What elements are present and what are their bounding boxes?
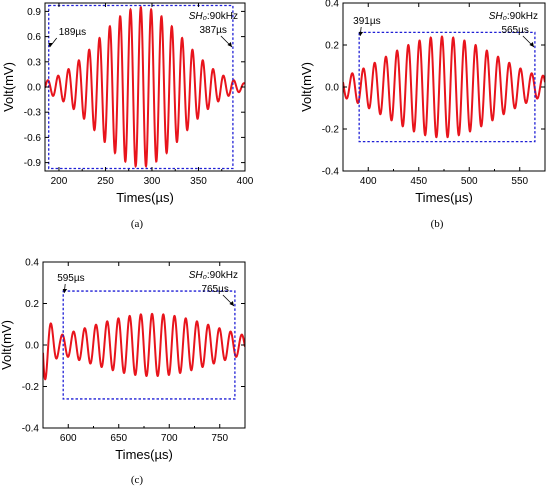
y-tick-label: -0.4 [322,167,340,178]
mode-label: SH₀:90kHz [489,11,538,22]
x-axis-label: Times(µs) [115,447,173,462]
y-tick-label: -0.3 [24,108,42,119]
chart-panel-2: 400 450 500 550 -0.4 -0.2 0.0 0.2 0.4 Times(µs) Vo… [299,0,546,230]
y-tick-label: 0.4 [25,258,39,269]
y-tick-label: -0.6 [24,133,42,144]
x-tick-label: 400 [360,176,377,187]
x-tick-label: 250 [97,176,114,187]
y-axis-label: Volt(mV) [299,62,314,112]
y-tick-label: -0.2 [322,125,340,136]
end-time-label: 565µs [501,25,528,36]
chart-panel-3: 600 650 700 750 -0.4 -0.2 0.0 0.2 0.4 Times(µs) Vo… [0,258,246,486]
x-tick-label: 650 [110,433,127,444]
start-arrow [49,37,58,48]
start-time-label: 595µs [57,273,84,284]
mode-label: SH₀:90kHz [189,11,238,22]
signal-line [43,312,245,381]
y-tick-label: 0.6 [27,32,41,43]
x-axis-label: Times(µs) [415,190,473,205]
start-arrow-head [62,289,68,293]
end-arrow-head [529,42,534,47]
y-tick-label: 0.9 [27,7,41,18]
x-tick-label: 600 [60,433,77,444]
x-tick-label: 200 [51,176,68,187]
x-tick-label: 750 [211,433,228,444]
window-box [358,31,536,143]
x-tick-label: 300 [144,176,161,187]
y-tick-label: 0.4 [325,0,339,10]
y-tick-label: 0.2 [325,41,339,52]
x-tick-label: 350 [190,176,207,187]
start-arrow-head [358,32,364,36]
start-arrow-head [48,43,53,47]
x-tick-label: 450 [410,176,427,187]
y-tick-label: 0.0 [27,83,41,94]
y-axis-label: Volt(mV) [1,62,16,112]
y-tick-label: -0.4 [22,424,40,435]
panel-caption: (a) [131,218,144,230]
signal-line [343,35,545,139]
x-axis-label: Times(µs) [116,190,174,205]
signal-line [45,6,245,169]
y-tick-label: 0.2 [25,299,39,310]
y-tick-label: -0.2 [22,382,40,393]
x-tick-label: 550 [511,176,528,187]
y-tick-label: 0.0 [25,341,39,352]
panel-caption: (b) [431,218,444,230]
y-tick-label: 0.3 [27,57,41,68]
end-arrow-head [229,301,234,306]
end-arrow-head [227,42,232,47]
x-tick-label: 700 [161,433,178,444]
mode-label: SH₀:90kHz [189,270,238,281]
panel-caption: (c) [131,474,144,486]
y-tick-label: -0.9 [24,158,42,169]
y-axis-label: Volt(mV) [0,320,14,370]
end-time-label: 387µs [199,25,226,36]
end-time-label: 765µs [201,284,228,295]
chart-panel-1: 200 250 300 350 400 -0.9 -0.6 -0.3 0.0 0.3 0.6 0.9 T… [1,2,254,230]
y-tick-label: 0.0 [325,83,339,94]
x-tick-label: 500 [461,176,478,187]
window-box [62,290,236,400]
start-time-label: 189µs [59,27,86,38]
x-tick-label: 400 [237,176,254,187]
start-time-label: 391µs [353,16,380,27]
